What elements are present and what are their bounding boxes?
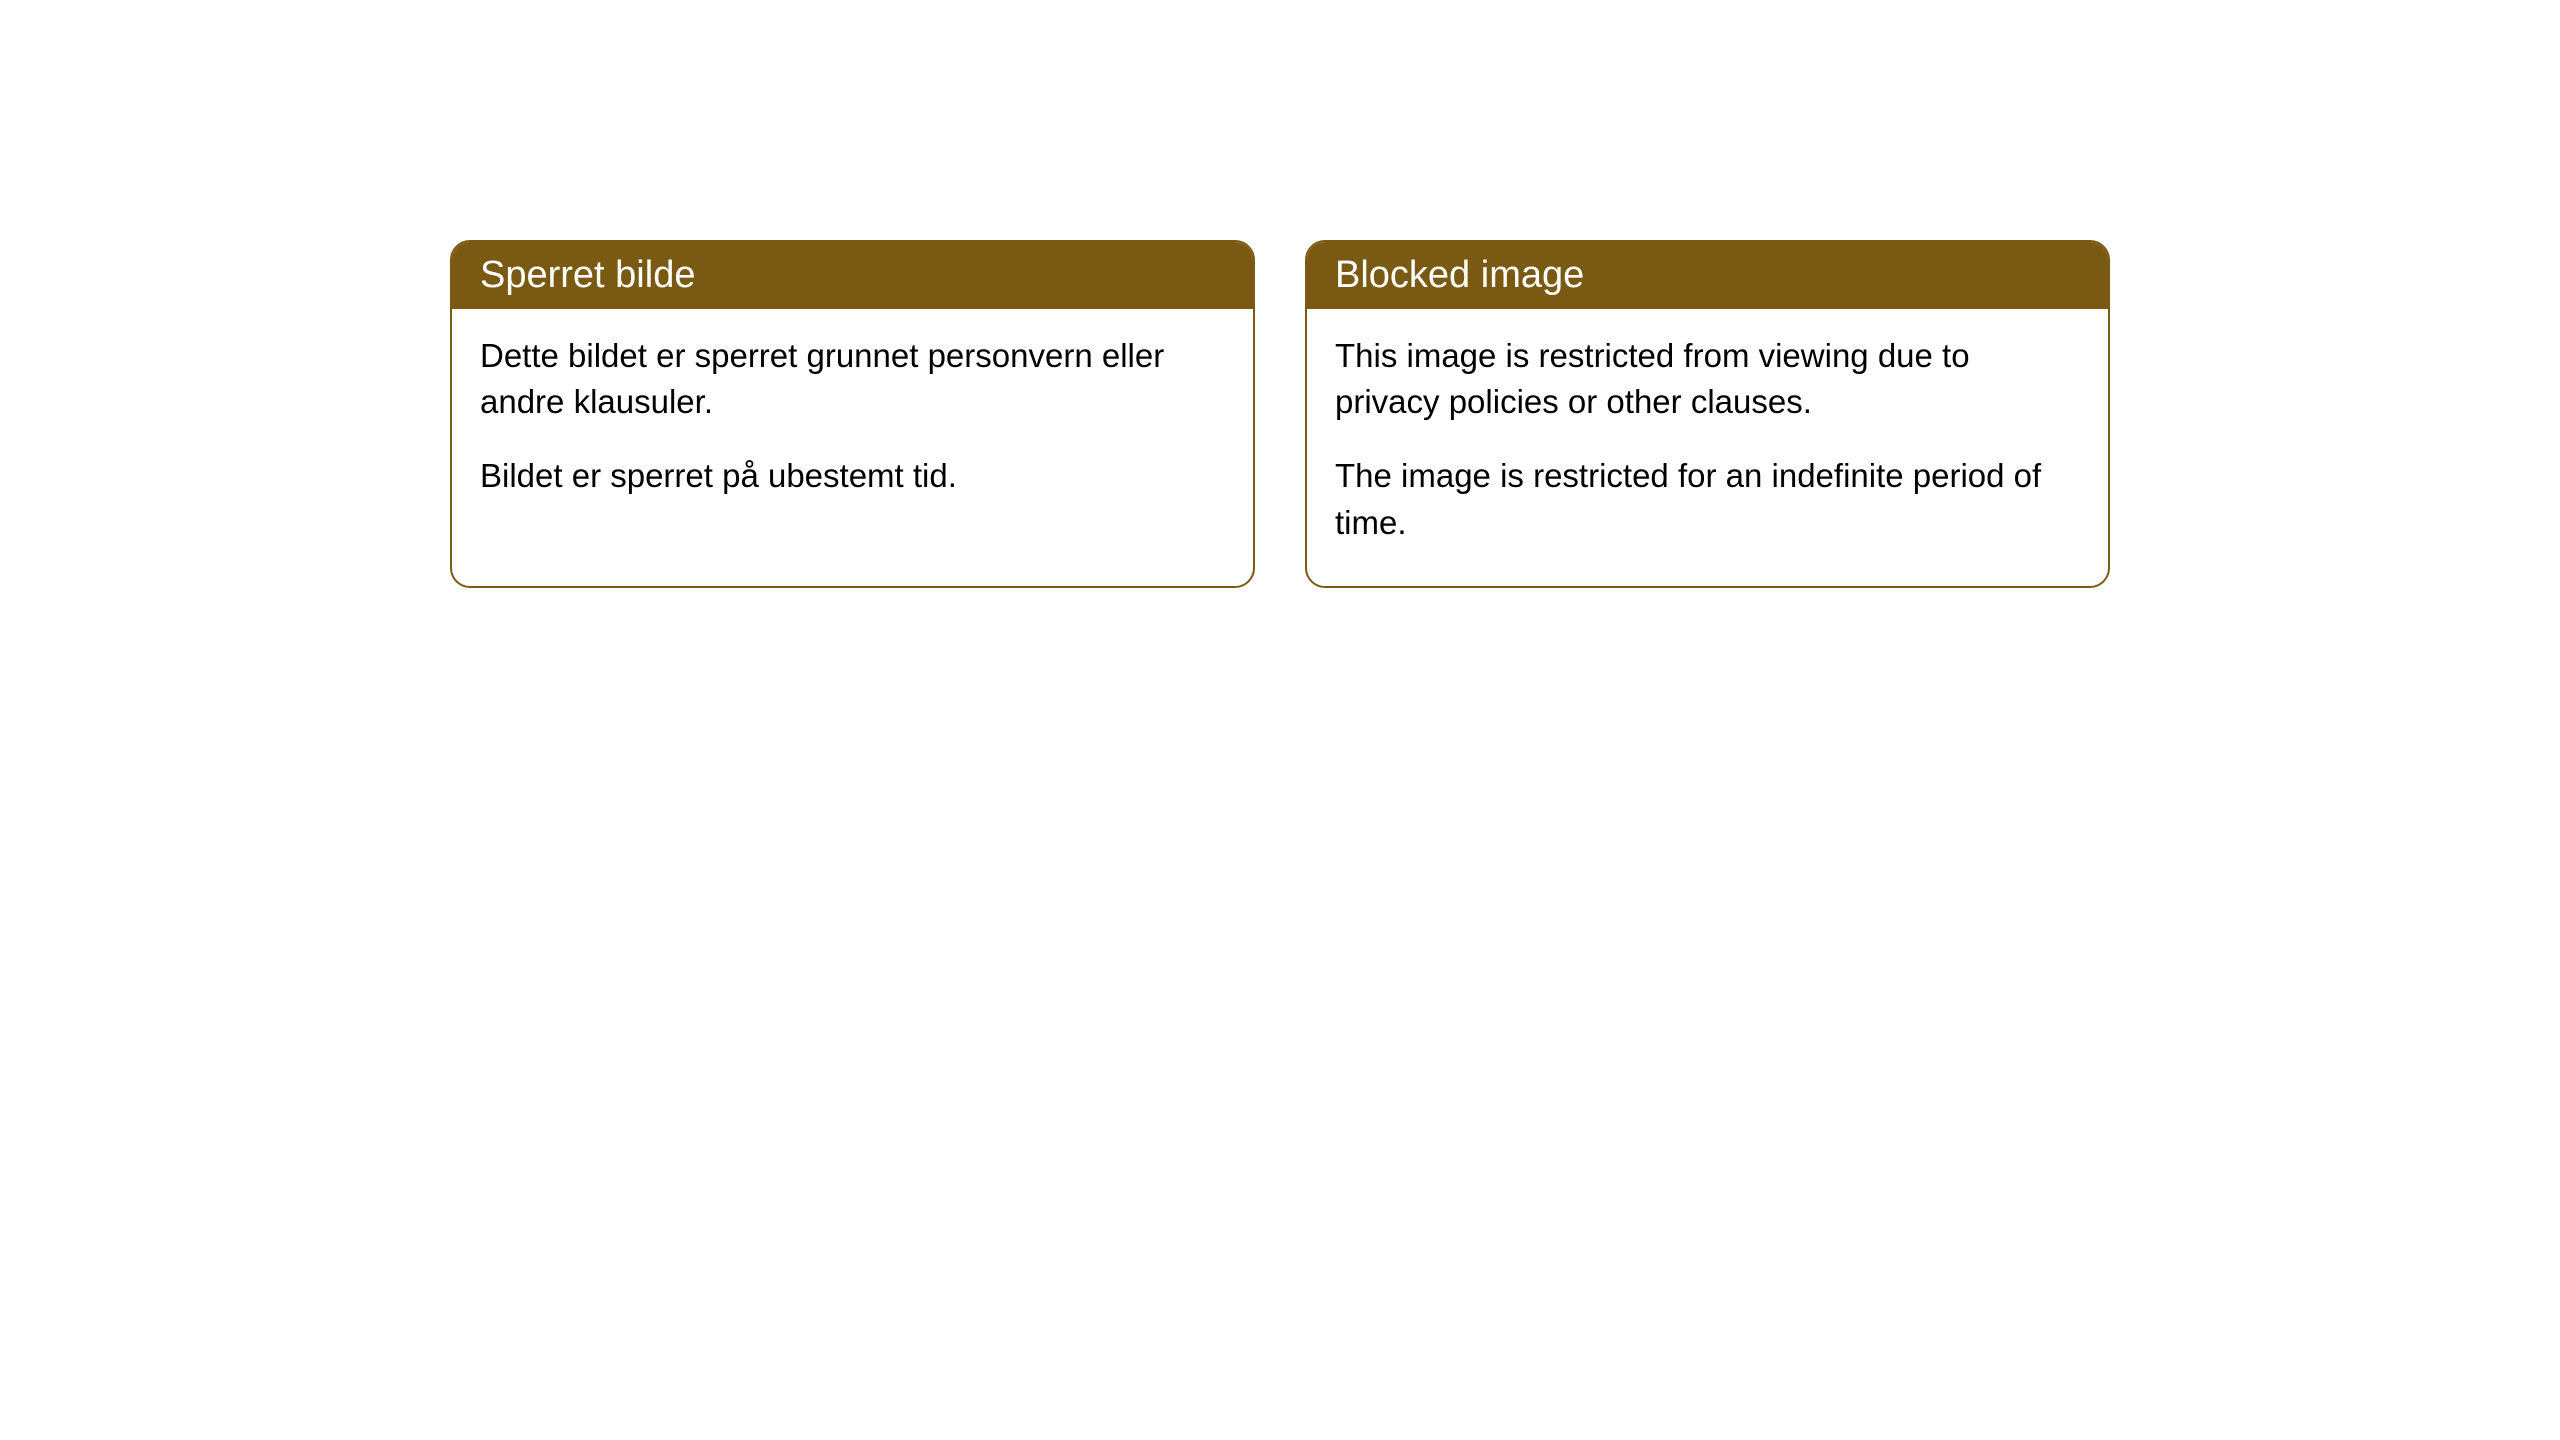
card-paragraph2-norwegian: Bildet er sperret på ubestemt tid. <box>480 453 1225 499</box>
card-paragraph1-english: This image is restricted from viewing du… <box>1335 333 2080 425</box>
card-body-english: This image is restricted from viewing du… <box>1307 309 2108 586</box>
card-english: Blocked image This image is restricted f… <box>1305 240 2110 588</box>
card-header-english: Blocked image <box>1307 242 2108 309</box>
cards-container: Sperret bilde Dette bildet er sperret gr… <box>0 0 2560 588</box>
card-paragraph1-norwegian: Dette bildet er sperret grunnet personve… <box>480 333 1225 425</box>
card-body-norwegian: Dette bildet er sperret grunnet personve… <box>452 309 1253 540</box>
card-norwegian: Sperret bilde Dette bildet er sperret gr… <box>450 240 1255 588</box>
card-paragraph2-english: The image is restricted for an indefinit… <box>1335 453 2080 545</box>
card-title-english: Blocked image <box>1335 254 1584 296</box>
card-header-norwegian: Sperret bilde <box>452 242 1253 309</box>
card-title-norwegian: Sperret bilde <box>480 254 695 296</box>
